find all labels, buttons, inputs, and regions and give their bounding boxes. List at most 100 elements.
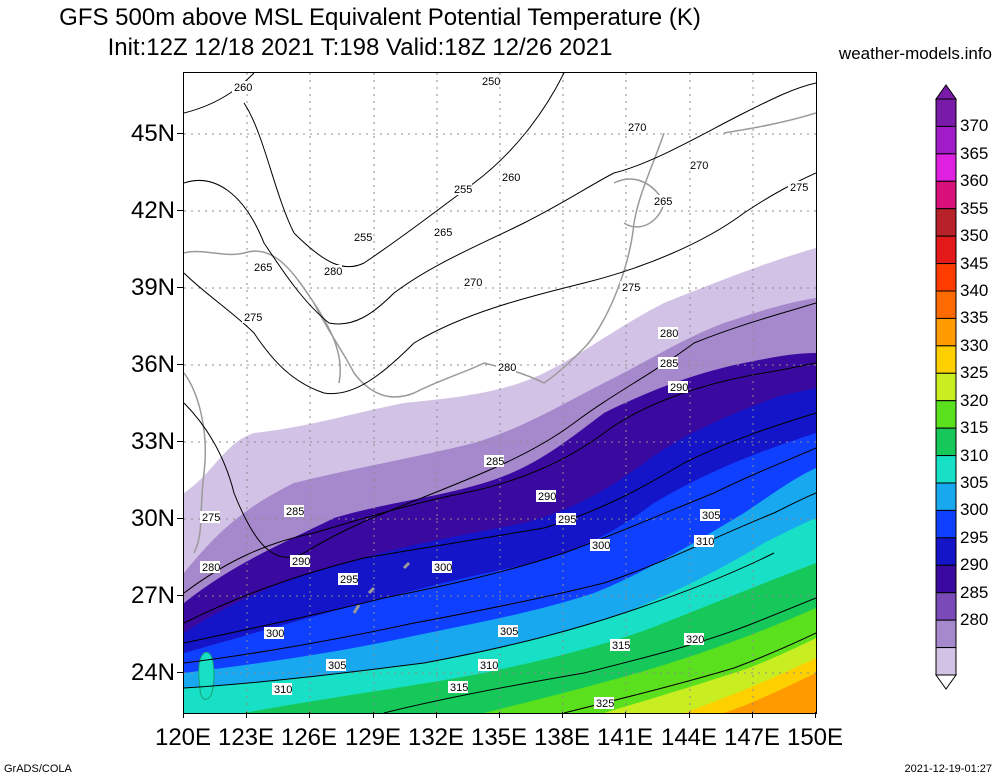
svg-text:290: 290 xyxy=(670,382,688,394)
y-tick-label: 27N xyxy=(130,582,175,609)
y-tick xyxy=(177,287,183,288)
colorbar-label: 365 xyxy=(960,143,989,163)
map-svg: 250 260 255 260 265 255 265 270 270 265 … xyxy=(184,73,816,713)
contour-label: 270 xyxy=(626,121,646,134)
colorbar-label: 345 xyxy=(960,253,989,273)
x-tick xyxy=(625,712,626,718)
svg-text:270: 270 xyxy=(464,277,482,289)
svg-text:260: 260 xyxy=(502,172,520,184)
colorbar-top-arrow xyxy=(935,84,957,100)
colorbar-cell xyxy=(935,455,957,484)
svg-text:265: 265 xyxy=(254,262,272,274)
svg-text:300: 300 xyxy=(592,540,610,552)
x-tick xyxy=(309,712,310,718)
svg-text:275: 275 xyxy=(622,282,640,294)
svg-text:275: 275 xyxy=(244,312,262,324)
x-tick-label: 126E xyxy=(280,724,338,751)
colorbar-label: 340 xyxy=(960,281,989,300)
y-tick-label: 45N xyxy=(130,120,175,147)
colorbar-label: 300 xyxy=(960,500,989,520)
contour-labels: 250 260 255 260 265 255 265 270 270 265 … xyxy=(200,75,808,710)
contour-label: 290 xyxy=(290,555,310,568)
chart-title: GFS 500m above MSL Equivalent Potential … xyxy=(59,4,701,31)
contour-label: 275 xyxy=(200,511,220,524)
contour-label: 265 xyxy=(652,195,672,208)
colorbar-bottom-arrow xyxy=(935,674,957,690)
y-tick-label: 36N xyxy=(130,351,175,378)
contour-label: 300 xyxy=(432,561,452,574)
colorbar-label: 355 xyxy=(960,198,989,218)
svg-text:290: 290 xyxy=(292,556,310,568)
colorbar-cell xyxy=(935,317,957,347)
svg-text:255: 255 xyxy=(354,232,372,244)
svg-text:300: 300 xyxy=(266,628,284,640)
colorbar-cell xyxy=(935,509,957,539)
colorbar-cell xyxy=(935,125,957,155)
contour-label: 265 xyxy=(252,261,272,274)
contour-label: 260 xyxy=(500,171,520,184)
svg-text:280: 280 xyxy=(202,562,220,574)
svg-text:280: 280 xyxy=(498,362,516,374)
colorbar-label: 305 xyxy=(960,473,989,492)
colorbar-label: 360 xyxy=(960,171,989,191)
svg-text:265: 265 xyxy=(654,196,672,208)
colorbar-cell xyxy=(935,263,957,292)
contour-label: 280 xyxy=(658,327,678,340)
colorbar-label: 335 xyxy=(960,308,989,328)
svg-text:305: 305 xyxy=(328,660,346,672)
svg-text:295: 295 xyxy=(340,574,358,586)
contour-label: 305 xyxy=(498,625,518,638)
y-tick xyxy=(177,672,183,673)
taiwan-island xyxy=(198,651,215,700)
contours xyxy=(184,73,816,713)
svg-text:295: 295 xyxy=(558,514,576,526)
colorbar-label: 285 xyxy=(960,582,989,602)
contour-label: 315 xyxy=(610,639,630,652)
svg-text:305: 305 xyxy=(702,510,720,522)
band-335 xyxy=(724,673,816,713)
x-tick-label: 150E xyxy=(786,724,844,751)
svg-text:320: 320 xyxy=(686,634,704,646)
colorbar-label: 330 xyxy=(960,335,989,355)
colorbar xyxy=(935,84,957,690)
contour-label: 255 xyxy=(452,183,472,196)
y-tick xyxy=(177,441,183,442)
svg-text:270: 270 xyxy=(690,160,708,172)
contour-label: 275 xyxy=(620,281,640,294)
colorbar-label: 325 xyxy=(960,363,989,383)
footer-left: GrADS/COLA xyxy=(4,763,72,775)
svg-text:260: 260 xyxy=(234,82,252,94)
svg-text:275: 275 xyxy=(790,182,808,194)
y-tick-label: 42N xyxy=(130,197,175,224)
svg-text:300: 300 xyxy=(434,562,452,574)
footer-right: 2021-12-19-01:27 xyxy=(904,763,992,775)
svg-text:310: 310 xyxy=(696,536,714,548)
y-tick xyxy=(177,518,183,519)
contour-label: 270 xyxy=(688,159,708,172)
x-tick xyxy=(689,712,690,718)
x-tick-label: 138E xyxy=(533,724,591,751)
colorbar-cells xyxy=(935,98,957,676)
x-tick-label: 147E xyxy=(723,724,781,751)
x-tick xyxy=(499,712,500,718)
contour-label: 290 xyxy=(668,381,688,394)
contour-label: 310 xyxy=(272,683,292,696)
contour-label: 325 xyxy=(594,697,614,710)
contour-label: 260 xyxy=(232,81,252,94)
site-credit: weather-models.info xyxy=(838,44,992,63)
contour-label: 290 xyxy=(536,490,556,503)
colorbar-label: 350 xyxy=(960,226,989,246)
contour-label: 250 xyxy=(480,75,500,88)
colorbar-label: 280 xyxy=(960,610,989,630)
colorbar-cell xyxy=(935,537,957,566)
contour-label: 300 xyxy=(590,539,610,552)
graticule xyxy=(184,73,816,713)
x-tick-label: 144E xyxy=(660,724,718,751)
svg-text:280: 280 xyxy=(660,328,678,340)
svg-text:325: 325 xyxy=(596,698,614,710)
colorbar-label: 295 xyxy=(960,527,989,547)
x-tick xyxy=(562,712,563,718)
contour-label: 305 xyxy=(326,659,346,672)
colorbar-cell xyxy=(935,647,957,676)
colorbar-cell xyxy=(935,619,957,649)
